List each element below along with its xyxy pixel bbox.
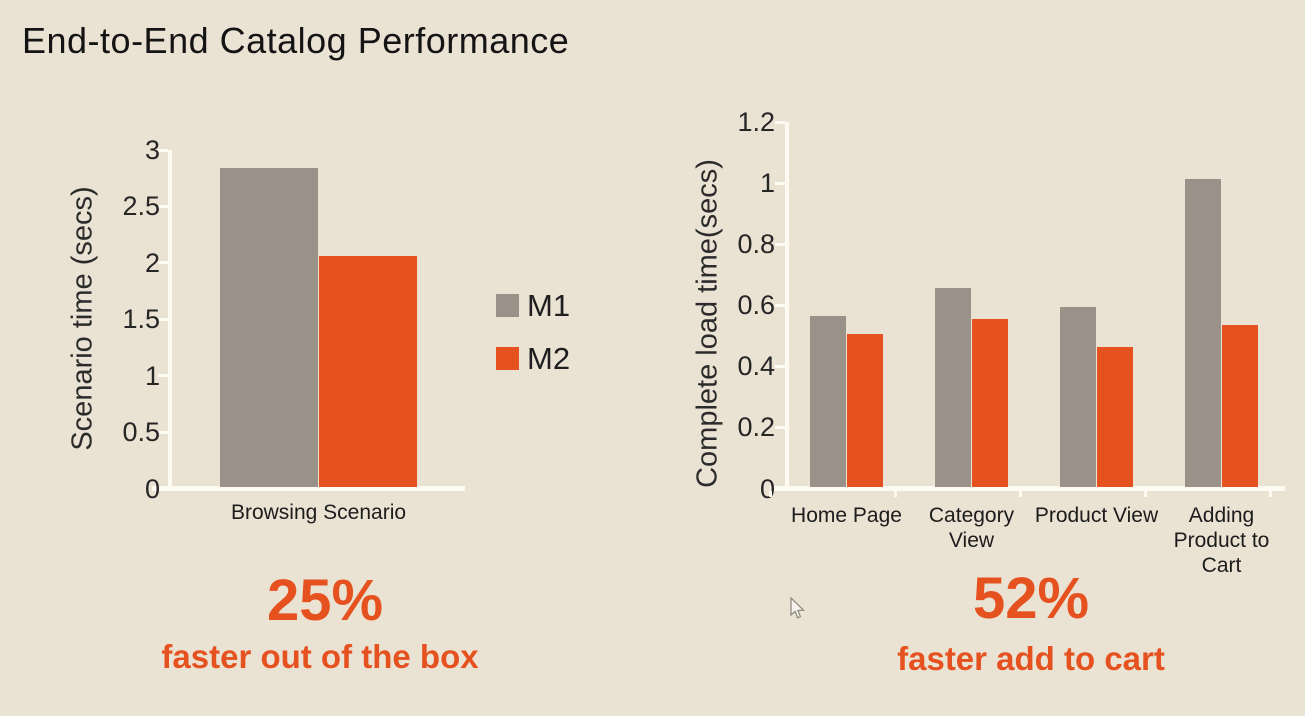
- x-tick: [1018, 491, 1022, 497]
- y-tick-label: 1.2: [737, 107, 775, 137]
- y-tick-label: 0.2: [737, 412, 775, 443]
- y-tick-label: 1: [759, 168, 775, 199]
- y-tick-label: 2.5: [122, 191, 160, 222]
- callout-left-value: 25%: [266, 568, 384, 633]
- y-tick: [158, 204, 168, 208]
- y-tick-label: 1.5: [122, 304, 160, 335]
- y-tick: [775, 303, 785, 307]
- bar-m1-0: [219, 168, 318, 487]
- y-tick: [775, 364, 785, 368]
- bar-m1-3: [1184, 179, 1221, 487]
- y-axis: [168, 150, 172, 487]
- x-category-label: Category View: [928, 504, 1015, 552]
- legend-label-m1: M1: [527, 288, 571, 323]
- x-tick: [1143, 491, 1147, 497]
- bar-m2-1: [971, 319, 1008, 487]
- y-tick: [158, 261, 168, 265]
- bar-m2-2: [1096, 347, 1133, 487]
- legend-label-m2: M2: [527, 341, 571, 376]
- callout-right-value: 52%: [972, 566, 1090, 631]
- y-tick-label: 0.4: [737, 351, 775, 382]
- bar-m1-0: [809, 316, 846, 487]
- y-tick-label: 0.8: [737, 229, 775, 260]
- x-tick: [768, 491, 772, 497]
- y-tick-label: 0.5: [122, 417, 160, 448]
- x-category-label: Browsing Scenario: [230, 501, 407, 524]
- x-tick: [1268, 491, 1272, 497]
- y-axis: [785, 122, 789, 487]
- y-tick: [158, 317, 168, 321]
- legend-item-m1: M1: [496, 290, 570, 321]
- y-tick: [158, 430, 168, 434]
- bar-m1-1: [934, 288, 971, 487]
- x-axis: [770, 486, 1285, 491]
- legend-swatch-m2: [496, 347, 519, 370]
- x-category-label: Home Page: [791, 504, 902, 527]
- bar-m1-2: [1059, 307, 1096, 487]
- y-tick-label: 0: [144, 473, 160, 504]
- legend-item-m2: M2: [496, 343, 570, 374]
- y-tick: [158, 148, 168, 152]
- legend: M1 M2: [496, 290, 570, 396]
- y-tick: [775, 181, 785, 185]
- x-category-label: Adding Product to Cart: [1173, 504, 1270, 577]
- bar-m2-0: [318, 256, 417, 487]
- y-tick-label: 1: [144, 360, 160, 391]
- y-tick: [158, 374, 168, 378]
- y-tick: [775, 120, 785, 124]
- bar-m2-0: [846, 334, 883, 487]
- slide-title: End-to-End Catalog Performance: [22, 20, 570, 61]
- x-tick: [893, 491, 897, 497]
- callout-left-caption: faster out of the box: [161, 638, 479, 675]
- y-tick: [775, 242, 785, 246]
- y-axis-title: Complete load time(secs): [691, 159, 724, 488]
- x-category-label: Product View: [1034, 504, 1159, 527]
- y-tick: [775, 425, 785, 429]
- y-axis-title: Scenario time (secs): [66, 186, 99, 451]
- y-tick-label: 0.6: [737, 290, 775, 321]
- callout-right-caption: faster add to cart: [897, 640, 1165, 677]
- x-axis: [152, 486, 465, 491]
- y-tick-label: 2: [144, 247, 160, 278]
- y-tick-label: 3: [144, 135, 160, 165]
- bar-m2-3: [1221, 325, 1258, 487]
- mouse-cursor: [790, 597, 805, 619]
- legend-swatch-m1: [496, 294, 519, 317]
